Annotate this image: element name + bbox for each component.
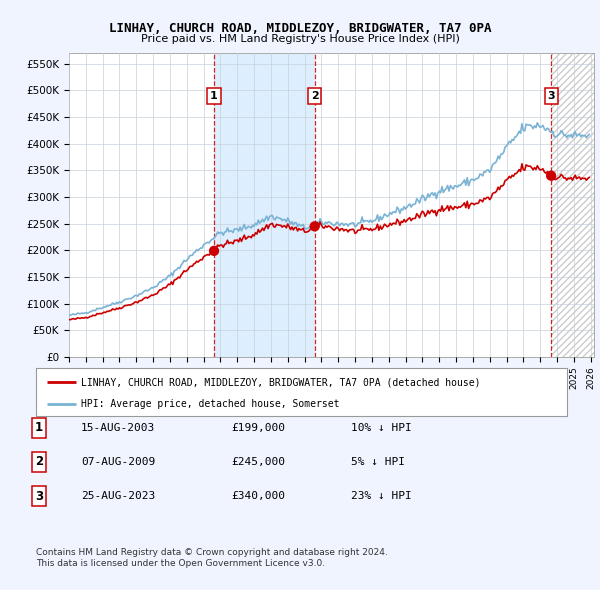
Point	[310, 222, 319, 231]
Text: £245,000: £245,000	[231, 457, 285, 467]
Text: HPI: Average price, detached house, Somerset: HPI: Average price, detached house, Some…	[81, 399, 340, 409]
Text: 10% ↓ HPI: 10% ↓ HPI	[351, 423, 412, 432]
Text: Contains HM Land Registry data © Crown copyright and database right 2024.: Contains HM Land Registry data © Crown c…	[36, 548, 388, 556]
Text: 3: 3	[35, 490, 43, 503]
Text: 1: 1	[210, 91, 218, 101]
Text: LINHAY, CHURCH ROAD, MIDDLEZOY, BRIDGWATER, TA7 0PA (detached house): LINHAY, CHURCH ROAD, MIDDLEZOY, BRIDGWAT…	[81, 377, 481, 387]
Text: 2: 2	[35, 455, 43, 468]
Point	[546, 171, 556, 181]
Bar	[551, 53, 594, 357]
Text: 15-AUG-2003: 15-AUG-2003	[81, 423, 155, 432]
Text: 25-AUG-2023: 25-AUG-2023	[81, 491, 155, 501]
Text: This data is licensed under the Open Government Licence v3.0.: This data is licensed under the Open Gov…	[36, 559, 325, 568]
Bar	[214, 53, 314, 357]
Text: 23% ↓ HPI: 23% ↓ HPI	[351, 491, 412, 501]
Text: £340,000: £340,000	[231, 491, 285, 501]
Point	[209, 246, 219, 255]
Text: 1: 1	[35, 421, 43, 434]
Text: Price paid vs. HM Land Registry's House Price Index (HPI): Price paid vs. HM Land Registry's House …	[140, 34, 460, 44]
Text: 3: 3	[547, 91, 555, 101]
Text: 5% ↓ HPI: 5% ↓ HPI	[351, 457, 405, 467]
Text: 07-AUG-2009: 07-AUG-2009	[81, 457, 155, 467]
Text: LINHAY, CHURCH ROAD, MIDDLEZOY, BRIDGWATER, TA7 0PA: LINHAY, CHURCH ROAD, MIDDLEZOY, BRIDGWAT…	[109, 22, 491, 35]
Text: 2: 2	[311, 91, 319, 101]
Text: £199,000: £199,000	[231, 423, 285, 432]
